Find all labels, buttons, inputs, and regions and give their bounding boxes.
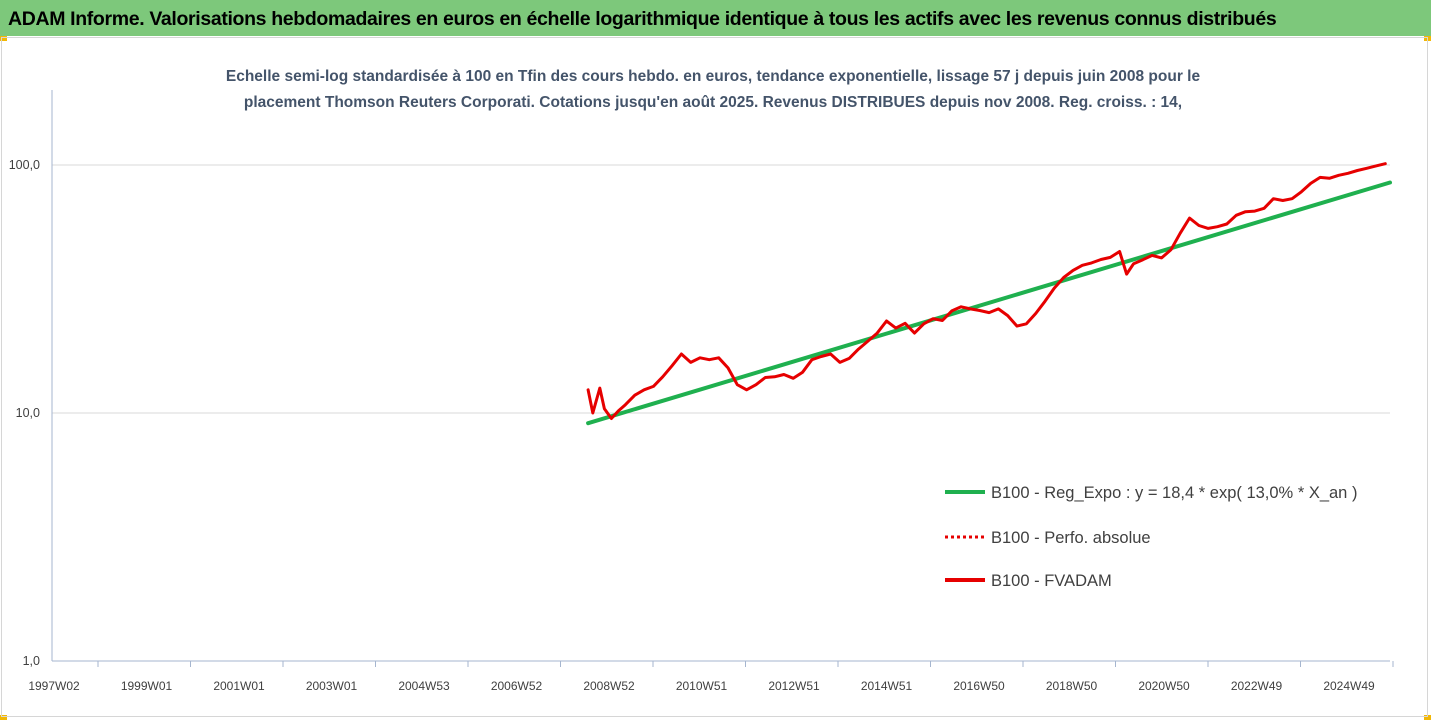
y-axis-tick-labels: 1,0 10,0 100,0	[9, 158, 40, 668]
x-tick-label: 2010W51	[676, 679, 728, 693]
x-tick-label: 2014W51	[861, 679, 913, 693]
chart-title-line-2: placement Thomson Reuters Corporati. Cot…	[244, 94, 1182, 111]
y-tick-label: 1,0	[23, 654, 40, 668]
axes	[51, 90, 1390, 662]
corner-marker-bottom-left	[0, 715, 7, 720]
x-tick-label: 2001W01	[213, 679, 265, 693]
x-tick-label: 1997W02	[28, 679, 80, 693]
legend: B100 - Reg_Expo : y = 18,4 * exp( 13,0% …	[945, 484, 1357, 590]
x-tick-label: 2012W51	[768, 679, 820, 693]
corner-marker-bottom-right	[1424, 715, 1431, 720]
x-tick-label: 2006W52	[491, 679, 543, 693]
x-tick-label: 2024W49	[1323, 679, 1375, 693]
regression-line	[586, 180, 1392, 426]
legend-label: B100 - FVADAM	[991, 572, 1112, 590]
x-tick-label: 2003W01	[306, 679, 358, 693]
x-tick-label: 2016W50	[953, 679, 1005, 693]
chart-frame	[1, 37, 1428, 717]
chart-title-line-1: Echelle semi-log standardisée à 100 en T…	[226, 68, 1201, 85]
x-tick-label: 2008W52	[583, 679, 635, 693]
series-lines	[586, 162, 1392, 426]
legend-label: B100 - Perfo. absolue	[991, 529, 1151, 547]
x-tick-label: 2020W50	[1138, 679, 1190, 693]
fvadam-line	[586, 162, 1387, 420]
corner-marker-top-left	[0, 36, 7, 41]
gridlines	[52, 164, 1390, 414]
x-tick-label: 1999W01	[121, 679, 173, 693]
x-axis-tick-labels: 1997W02 1999W01 2001W01 2003W01 2004W53 2006W…	[28, 661, 1394, 693]
y-tick-label: 100,0	[9, 158, 40, 172]
x-tick-label: 2022W49	[1231, 679, 1283, 693]
report-title: ADAM Informe. Valorisations hebdomadaire…	[8, 8, 1277, 30]
x-tick-label: 2018W50	[1046, 679, 1098, 693]
legend-label: B100 - Reg_Expo : y = 18,4 * exp( 13,0% …	[991, 484, 1357, 502]
report-header: ADAM Informe. Valorisations hebdomadaire…	[0, 0, 1431, 36]
x-tick-label: 2004W53	[398, 679, 450, 693]
y-tick-label: 10,0	[16, 406, 40, 420]
